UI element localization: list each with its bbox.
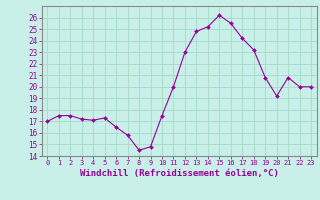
X-axis label: Windchill (Refroidissement éolien,°C): Windchill (Refroidissement éolien,°C) bbox=[80, 169, 279, 178]
